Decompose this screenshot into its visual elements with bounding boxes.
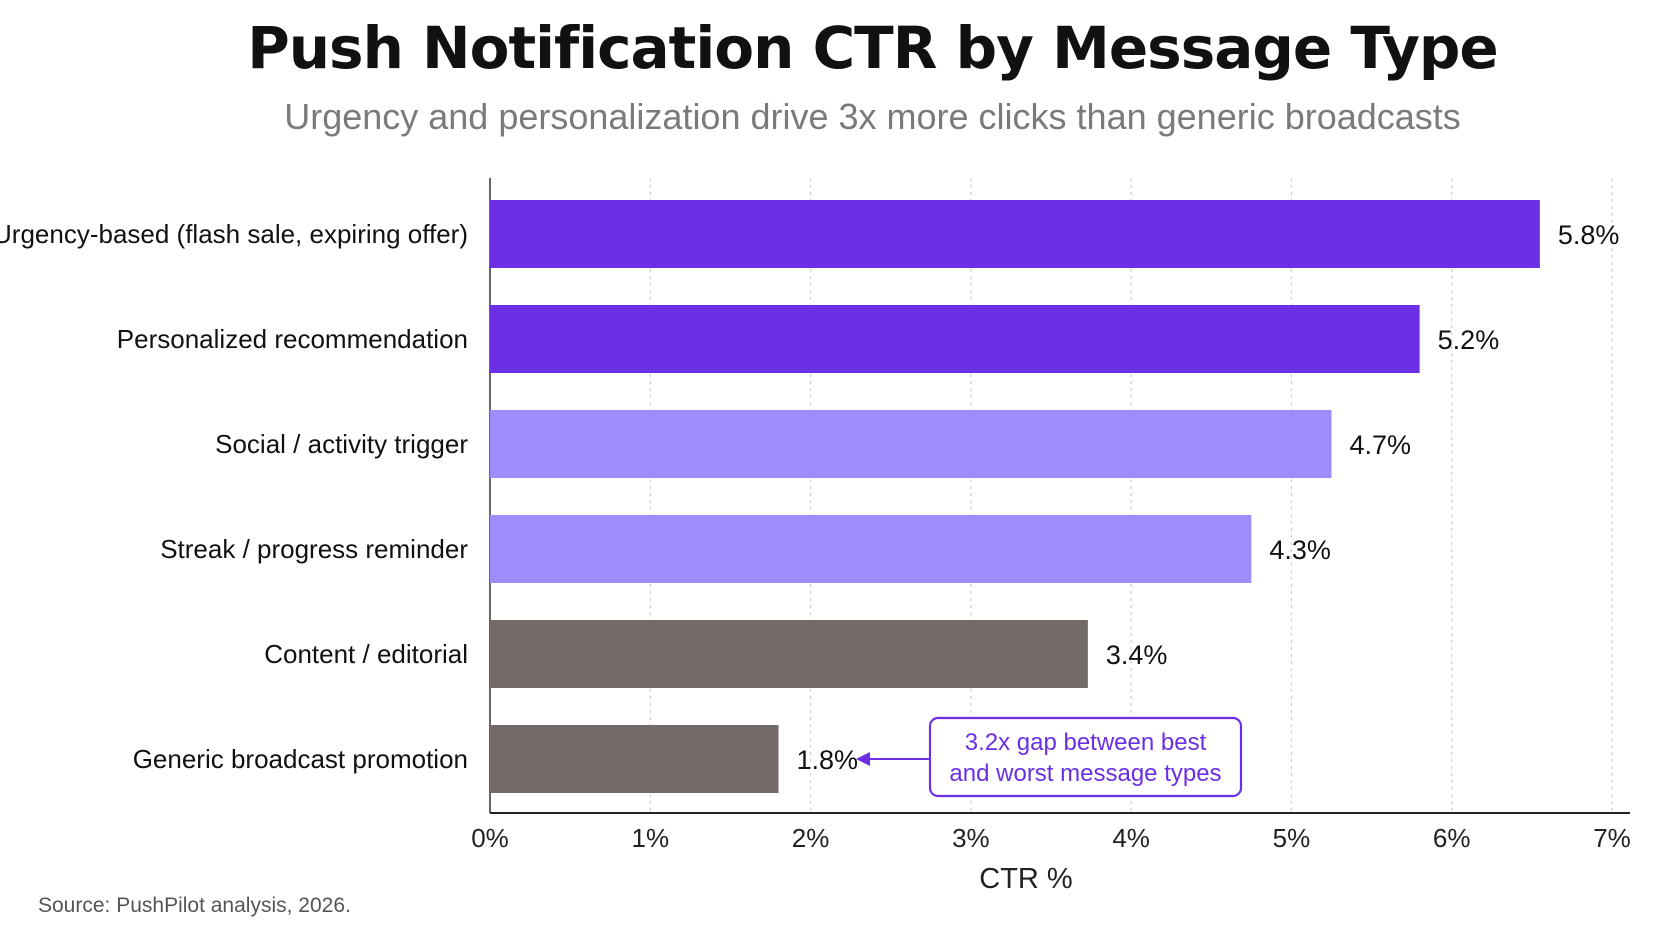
x-tick-label: 3% xyxy=(952,823,990,853)
category-label: Urgency-based (flash sale, expiring offe… xyxy=(0,219,468,249)
bar xyxy=(490,515,1252,583)
data-label: 5.8% xyxy=(1558,220,1620,250)
data-label: 1.8% xyxy=(797,745,859,775)
bar xyxy=(490,200,1540,268)
x-tick-label: 0% xyxy=(471,823,509,853)
bar xyxy=(490,620,1088,688)
data-label: 5.2% xyxy=(1438,325,1500,355)
category-label: Personalized recommendation xyxy=(117,324,468,354)
chart-title: Push Notification CTR by Message Type xyxy=(247,14,1499,82)
data-label: 4.3% xyxy=(1269,535,1331,565)
annotation-text: and worst message types xyxy=(949,760,1221,787)
source-note: Source: PushPilot analysis, 2026. xyxy=(38,894,351,917)
bar xyxy=(490,410,1332,478)
x-tick-label: 2% xyxy=(792,823,830,853)
bar xyxy=(490,305,1420,373)
x-tick-label: 7% xyxy=(1593,823,1631,853)
annotation-box xyxy=(928,716,1243,798)
category-label: Generic broadcast promotion xyxy=(133,744,468,774)
x-tick-label: 1% xyxy=(631,823,669,853)
chart-subtitle: Urgency and personalization drive 3x mor… xyxy=(284,96,1461,137)
category-label: Social / activity trigger xyxy=(215,429,468,459)
category-label: Content / editorial xyxy=(264,639,468,669)
bar xyxy=(490,725,779,793)
annotation-arrow-head xyxy=(856,752,870,766)
category-label: Streak / progress reminder xyxy=(160,534,468,564)
x-tick-label: 5% xyxy=(1273,823,1311,853)
data-label: 3.4% xyxy=(1106,640,1168,670)
x-tick-label: 4% xyxy=(1112,823,1150,853)
x-tick-label: 6% xyxy=(1433,823,1471,853)
data-label: 4.7% xyxy=(1350,430,1412,460)
annotation-text: 3.2x gap between best xyxy=(965,729,1207,756)
x-axis-title: CTR % xyxy=(979,863,1072,895)
